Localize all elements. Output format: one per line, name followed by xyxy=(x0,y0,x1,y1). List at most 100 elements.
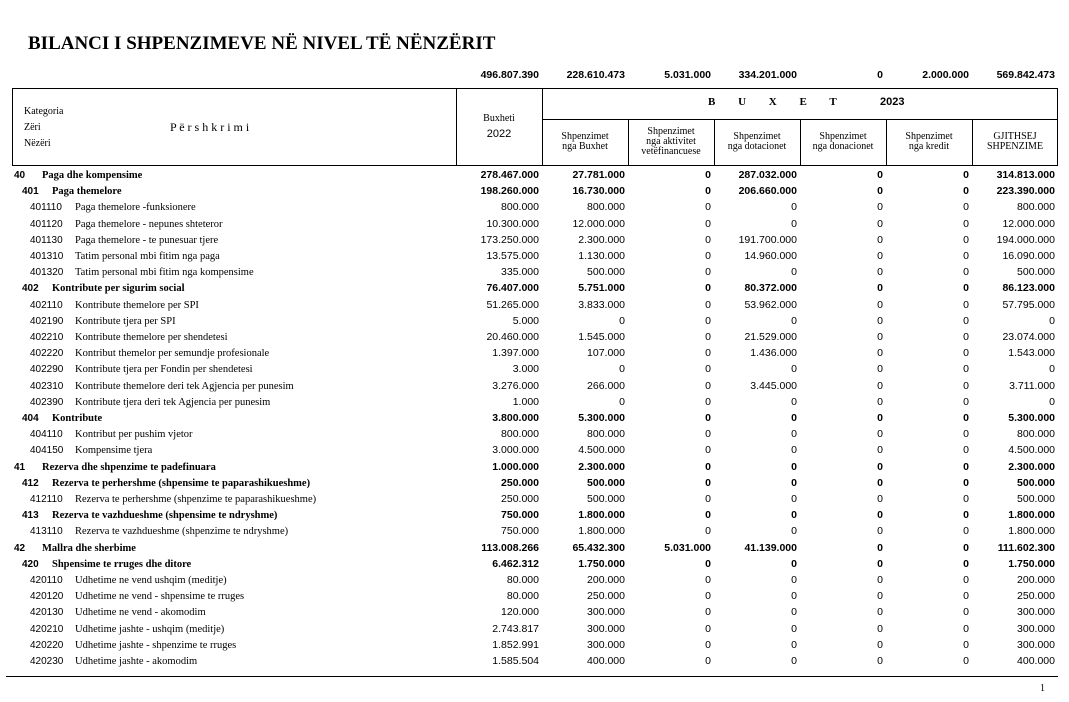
header-label: 2022 xyxy=(486,128,512,140)
cell-value: 0 xyxy=(705,638,711,651)
cell-value: 0 xyxy=(877,428,883,441)
cell-value: 500.000 xyxy=(1017,476,1055,489)
header-label: Kategoria xyxy=(24,106,64,117)
row-code: 402190 xyxy=(30,315,64,327)
column-header: nga Buxhet xyxy=(562,141,608,152)
cell-value: 3.000 xyxy=(512,363,539,376)
cell-value: 314.813.000 xyxy=(996,169,1055,181)
cell-value: 76.407.000 xyxy=(486,282,539,295)
cell-value: 1.800.000 xyxy=(578,525,625,538)
row-description: Kontribute themelore deri tek Agjencia p… xyxy=(75,380,294,392)
cell-value: 1.585.504 xyxy=(492,655,539,667)
cell-value: 300.000 xyxy=(587,622,625,635)
rule xyxy=(628,119,629,165)
cell-value: 3.800.000 xyxy=(492,412,539,424)
cell-value: 0 xyxy=(791,314,797,327)
rule xyxy=(6,676,1058,677)
cell-value: 0 xyxy=(877,347,883,360)
cell-value: 0 xyxy=(705,169,711,181)
cell-value: 0 xyxy=(877,509,883,522)
row-description: Rezerva te perhershme (shpensime te papa… xyxy=(52,477,311,489)
cell-value: 0 xyxy=(877,574,883,586)
row-description: Tatim personal mbi fitim nga kompensime xyxy=(75,267,254,279)
cell-value: 173.250.000 xyxy=(480,233,539,246)
header-label: Nëzëri xyxy=(24,138,51,149)
header-label: Buxheti xyxy=(483,113,515,124)
cell-value: 300.000 xyxy=(587,638,625,651)
cell-value: 0 xyxy=(963,395,969,408)
cell-value: 0 xyxy=(963,266,969,279)
cell-value: 0 xyxy=(963,201,969,214)
cell-value: 0 xyxy=(1049,363,1055,376)
total: 496.807.390 xyxy=(480,69,539,81)
cell-value: 0 xyxy=(705,347,711,360)
cell-value: 3.276.000 xyxy=(492,379,539,392)
cell-value: 0 xyxy=(619,363,625,376)
cell-value: 0 xyxy=(705,557,711,570)
cell-value: 300.000 xyxy=(587,606,625,619)
row-description: Udhetime jashte - akomodim xyxy=(75,656,198,667)
cell-value: 5.000 xyxy=(512,314,539,327)
row-code: 401110 xyxy=(30,202,62,214)
cell-value: 27.781.000 xyxy=(572,169,625,181)
row-description: Udhetime ne vend - akomodim xyxy=(75,607,206,619)
cell-value: 1.750.000 xyxy=(1008,557,1055,570)
cell-value: 0 xyxy=(877,655,883,667)
rule xyxy=(12,88,13,165)
cell-value: 0 xyxy=(963,590,969,603)
cell-value: 1.852.991 xyxy=(492,638,539,651)
cell-value: 0 xyxy=(705,282,711,295)
total: 228.610.473 xyxy=(566,69,625,81)
column-header: SHPENZIME xyxy=(986,141,1044,152)
row-description: Paga themelore - nepunes shteteror xyxy=(75,218,223,230)
row-code: 420210 xyxy=(30,623,64,635)
row-code: 404 xyxy=(22,413,39,424)
cell-value: 0 xyxy=(963,557,969,570)
cell-value: 0 xyxy=(791,655,797,667)
rule xyxy=(800,119,801,165)
cell-value: 0 xyxy=(877,444,883,457)
cell-value: 5.300.000 xyxy=(1008,412,1055,424)
cell-value: 0 xyxy=(963,509,969,522)
column-header: vetëfinancuese xyxy=(641,146,701,157)
cell-value: 0 xyxy=(705,655,711,667)
cell-value: 0 xyxy=(963,298,969,311)
cell-value: 0 xyxy=(791,493,797,505)
row-description: Paga themelore - te punesuar tjere xyxy=(75,234,219,246)
cell-value: 20.460.000 xyxy=(486,331,539,343)
cell-value: 0 xyxy=(791,509,797,522)
row-code: 420220 xyxy=(30,639,64,651)
row-code: 412110 xyxy=(30,494,63,505)
cell-value: 0 xyxy=(705,314,711,327)
cell-value: 250.000 xyxy=(501,493,539,505)
row-description: Kontribute themelore per shendetesi xyxy=(75,332,228,343)
row-code: 412 xyxy=(22,477,39,489)
cell-value: 107.000 xyxy=(587,347,625,360)
cell-value: 0 xyxy=(963,331,969,343)
cell-value: 0 xyxy=(791,525,797,538)
cell-value: 1.800.000 xyxy=(1008,509,1055,522)
cell-value: 0 xyxy=(791,217,797,230)
cell-value: 800.000 xyxy=(501,428,539,441)
cell-value: 0 xyxy=(877,282,883,295)
cell-value: 0 xyxy=(877,169,883,181)
column-header: Shpenzimet xyxy=(647,126,695,137)
cell-value: 750.000 xyxy=(501,525,539,538)
cell-value: 191.700.000 xyxy=(738,233,797,246)
cell-value: 80.372.000 xyxy=(744,282,797,295)
cell-value: 6.462.312 xyxy=(492,557,539,570)
cell-value: 200.000 xyxy=(1017,574,1055,586)
header-label: 2023 xyxy=(880,96,905,108)
cell-value: 800.000 xyxy=(1017,428,1055,441)
cell-value: 0 xyxy=(877,541,883,554)
row-code: 401 xyxy=(22,186,39,198)
cell-value: 23.074.000 xyxy=(1002,331,1055,343)
cell-value: 0 xyxy=(963,379,969,392)
row-code: 402390 xyxy=(30,396,64,408)
row-code: 402290 xyxy=(30,364,64,376)
cell-value: 0 xyxy=(877,606,883,619)
row-code: 420110 xyxy=(30,575,63,586)
row-description: Kontribute xyxy=(52,413,103,424)
cell-value: 0 xyxy=(791,395,797,408)
row-description: Kontribute themelore per SPI xyxy=(75,299,199,311)
